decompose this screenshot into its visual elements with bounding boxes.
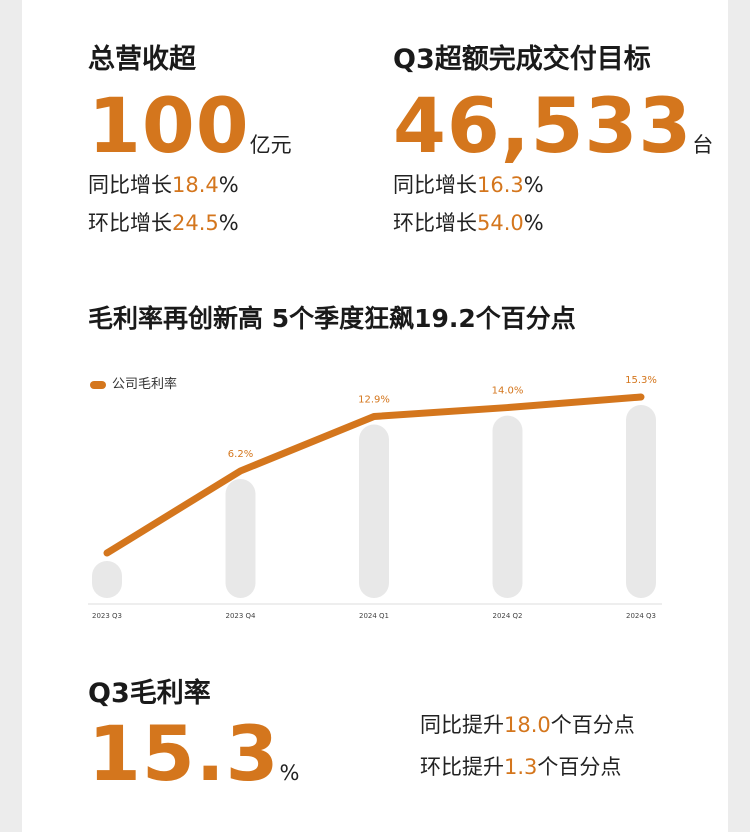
revenue-qoq: 环比增长24.5% [88,210,239,236]
percent-sign: % [523,211,544,235]
yoy-label: 同比提升 [420,713,504,737]
data-label-2: 12.9% [358,395,390,406]
margin-yoy: 同比提升18.0个百分点 [420,712,635,738]
x-tick-0: 2023 Q3 [92,612,122,620]
points-suffix: 个百分点 [537,755,622,779]
margin-percent: % [279,761,300,785]
yoy-label: 同比增长 [393,173,477,197]
delivery-unit: 台 [692,133,714,157]
gross-margin-chart: 2023 Q3 6.2% 2023 Q4 12.9% 2024 Q1 14.0% 2024 … [88,375,662,620]
legend-swatch [90,380,106,389]
x-tick-2: 2024 Q1 [359,612,389,620]
qoq-label: 环比增长 [88,211,172,235]
yoy-value: 16.3 [477,173,524,197]
bar-2 [359,424,389,598]
delivery-yoy: 同比增长16.3% [393,172,544,198]
revenue-value: 100 [88,81,250,170]
delivery-qoq: 环比增长54.0% [393,210,544,236]
margin-value: 15.3 [88,709,280,798]
revenue-figure: 100亿元 [88,88,292,164]
qoq-value: 1.3 [504,755,538,779]
qoq-value: 54.0 [477,211,524,235]
revenue-yoy: 同比增长18.4% [88,172,239,198]
yoy-value: 18.0 [504,713,551,737]
legend-label: 公司毛利率 [112,377,178,392]
chart-heading: 毛利率再创新高 5个季度狂飙19.2个百分点 [88,304,576,333]
points-suffix: 个百分点 [550,713,635,737]
margin-qoq: 环比提升1.3个百分点 [420,754,621,780]
percent-sign: % [218,211,239,235]
x-tick-1: 2023 Q4 [225,612,256,620]
delivery-title: Q3超额完成交付目标 [393,44,651,75]
percent-sign: % [218,173,239,197]
margin-figure: 15.3% [88,716,299,792]
revenue-title: 总营收超 [88,44,196,75]
percent-sign: % [523,173,544,197]
delivery-figure: 46,533台 [393,88,713,164]
data-label-1: 6.2% [228,449,253,460]
chart-legend: 公司毛利率 [90,377,177,393]
data-label-4: 15.3% [625,375,657,386]
bar-3 [492,415,523,598]
qoq-value: 24.5 [172,211,219,235]
x-tick-3: 2024 Q2 [492,612,522,620]
x-tick-4: 2024 Q3 [626,612,656,620]
bar-1 [225,478,256,598]
yoy-label: 同比增长 [88,173,172,197]
margin-title: Q3毛利率 [88,678,211,709]
delivery-value: 46,533 [393,81,693,170]
bar-0 [92,561,122,598]
qoq-label: 环比提升 [420,755,504,779]
series-line [103,393,645,557]
data-label-3: 14.0% [492,386,524,397]
bar-4 [626,405,656,598]
qoq-label: 环比增长 [393,211,477,235]
yoy-value: 18.4 [172,173,219,197]
revenue-unit: 亿元 [249,133,292,157]
